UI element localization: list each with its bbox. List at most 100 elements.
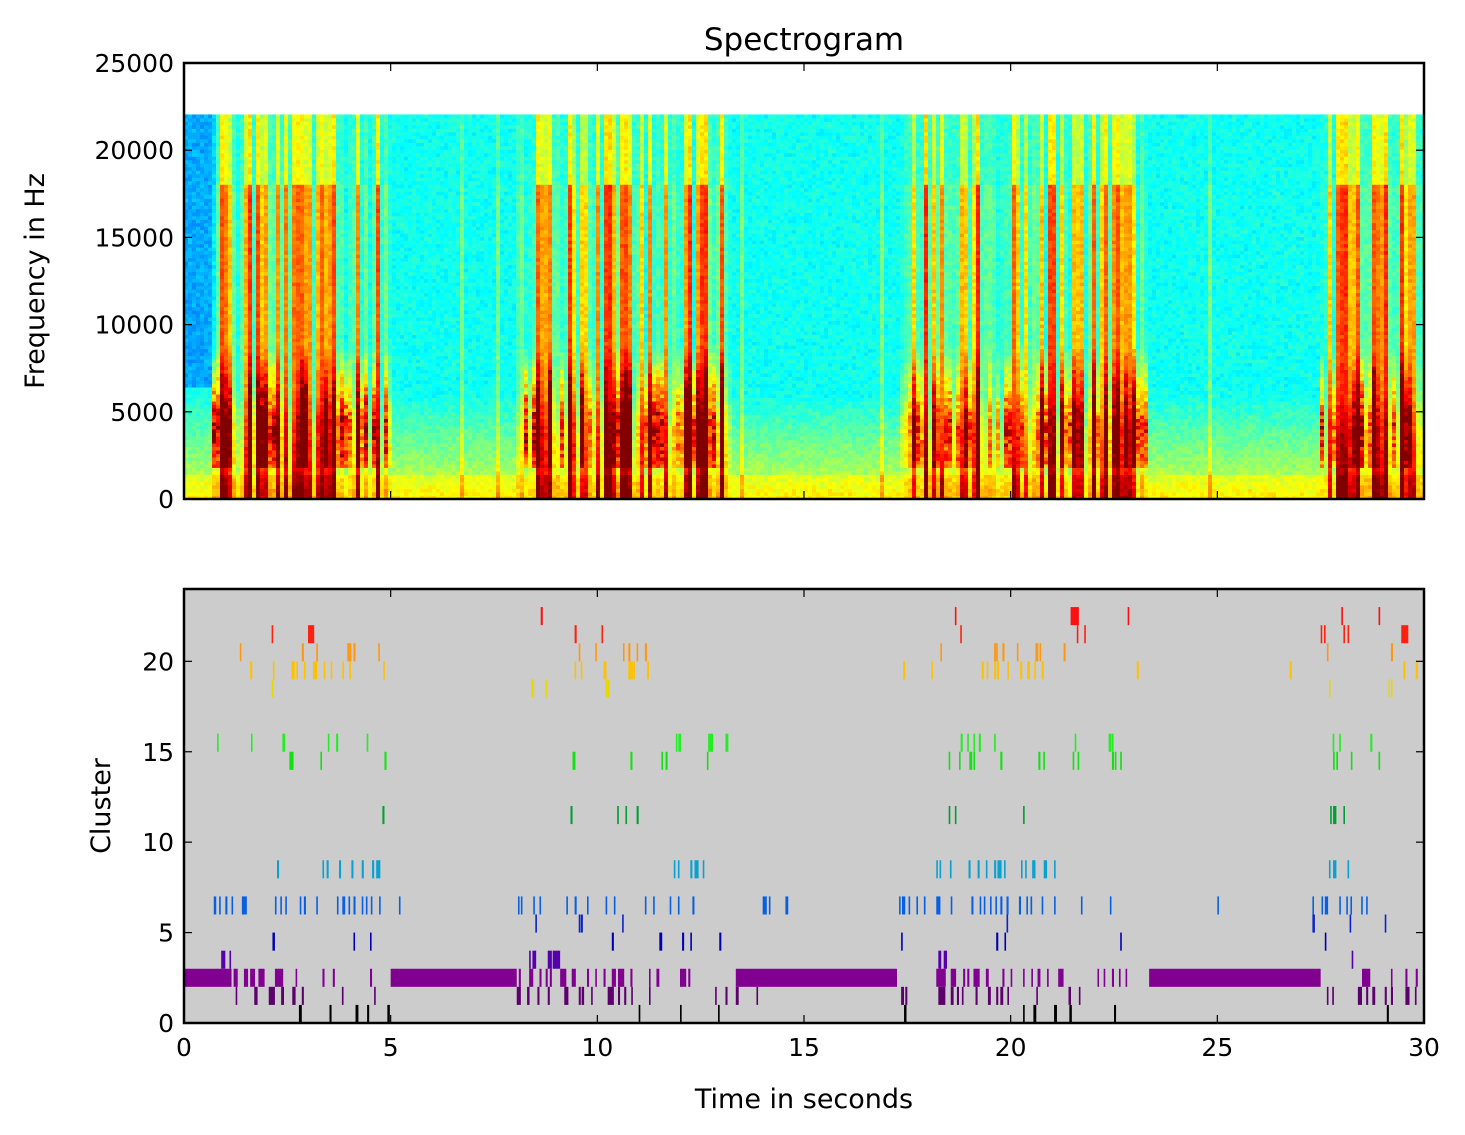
spectrogram-cell	[196, 282, 200, 286]
spectrogram-cell	[192, 230, 196, 234]
spectrogram-cell	[204, 401, 208, 405]
spectrogram-cell	[212, 338, 216, 342]
spectrogram-cell	[208, 230, 212, 234]
spectrogram-cell	[216, 177, 220, 181]
spectrogram-cell	[200, 359, 204, 363]
spectrogram-cell	[220, 188, 224, 192]
spectrogram-cell	[204, 279, 208, 283]
spectrogram-cell	[228, 310, 232, 314]
spectrogram-cell	[188, 419, 192, 423]
spectrogram-cell	[228, 300, 232, 304]
spectrogram-cell	[192, 191, 196, 195]
spectrogram-cell	[212, 485, 216, 489]
spectrogram-cell	[220, 261, 224, 265]
spectrogram-cell	[228, 132, 232, 136]
spectrogram-cell	[224, 244, 228, 248]
spectrogram-cell	[216, 216, 220, 220]
spectrogram-cell	[192, 303, 196, 307]
spectrogram-cell	[208, 443, 212, 447]
spectrogram-cell	[200, 324, 204, 328]
spectrogram-cell	[212, 401, 216, 405]
spectrogram-cell	[228, 419, 232, 423]
spectrogram-cell	[232, 405, 236, 409]
spectrogram-cell	[212, 366, 216, 370]
spectrogram-cell	[204, 468, 208, 472]
spectrogram-cell	[208, 125, 212, 129]
spectrogram-cell	[228, 275, 232, 279]
spectrogram-cell	[196, 125, 200, 129]
spectrogram-cell	[188, 275, 192, 279]
spectrogram-cell	[192, 475, 196, 479]
spectrogram-cell	[188, 363, 192, 367]
spectrogram-cell	[232, 436, 236, 440]
spectrogram-cell	[192, 163, 196, 167]
spectrogram-cell	[204, 128, 208, 132]
spectrogram-cell	[204, 356, 208, 360]
spectrogram-cell	[224, 300, 228, 304]
spectrogram-cell	[224, 408, 228, 412]
spectrogram-cell	[228, 121, 232, 125]
spectrogram-cell	[188, 230, 192, 234]
spectrogram-cell	[212, 153, 216, 157]
spectrogram-cell	[204, 447, 208, 451]
spectrogram-cell	[200, 342, 204, 346]
spectrogram-cell	[192, 478, 196, 482]
spectrogram-cell	[228, 447, 232, 451]
spectrogram-cell	[220, 118, 224, 122]
spectrogram-cell	[232, 429, 236, 433]
spectrogram-cell	[216, 415, 220, 419]
spectrogram-cell	[208, 384, 212, 388]
spectrogram-cell	[208, 163, 212, 167]
spectrogram-cell	[212, 163, 216, 167]
spectrogram-cell	[216, 209, 220, 213]
spectrogram-cell	[228, 436, 232, 440]
spectrogram-cell	[208, 349, 212, 353]
spectrogram-cell	[216, 443, 220, 447]
spectrogram-cell	[232, 391, 236, 395]
spectrogram-cell	[196, 408, 200, 412]
spectrogram-cell	[224, 328, 228, 332]
spectrogram-cell	[228, 485, 232, 489]
spectrogram-cell	[208, 209, 212, 213]
spectrogram-cell	[228, 293, 232, 297]
spectrogram-cell	[188, 478, 192, 482]
spectrogram-cell	[224, 237, 228, 241]
spectrogram-cell	[204, 352, 208, 356]
spectrogram-cell	[192, 209, 196, 213]
spectrogram-cell	[188, 244, 192, 248]
spectrogram-cell	[204, 261, 208, 265]
spectrogram-cell	[216, 429, 220, 433]
spectrogram-cell	[228, 352, 232, 356]
spectrogram-cell	[208, 338, 212, 342]
spectrogram-cell	[216, 268, 220, 272]
spectrogram-cell	[232, 366, 236, 370]
spectrogram-cell	[192, 279, 196, 283]
spectrogram-cell	[192, 261, 196, 265]
spectrogram-cell	[204, 142, 208, 146]
spectrogram-cell	[228, 114, 232, 118]
spectrogram-cell	[196, 422, 200, 426]
spectrogram-cell	[220, 401, 224, 405]
spectrogram-cell	[208, 212, 212, 216]
spectrogram-cell	[220, 366, 224, 370]
spectrogram-cell	[228, 212, 232, 216]
spectrogram-cell	[220, 310, 224, 314]
spectrogram-cell	[228, 167, 232, 171]
spectrogram-cell	[200, 160, 204, 164]
spectrogram-cell	[196, 146, 200, 150]
spectrogram-cell	[192, 349, 196, 353]
spectrogram-cell	[216, 212, 220, 216]
spectrogram-cell	[212, 464, 216, 468]
spectrogram-cell	[200, 349, 204, 353]
spectrogram-cell	[216, 184, 220, 188]
spectrogram-cell	[196, 128, 200, 132]
spectrogram-cell	[200, 328, 204, 332]
spectrogram-cell	[208, 307, 212, 311]
spectrogram-cell	[228, 426, 232, 430]
spectrogram-cell	[212, 461, 216, 465]
spectrogram-cell	[188, 447, 192, 451]
spectrogram-cell	[228, 258, 232, 262]
spectrogram-cell	[216, 160, 220, 164]
spectrogram-cell	[204, 482, 208, 486]
spectrogram-cell	[200, 230, 204, 234]
